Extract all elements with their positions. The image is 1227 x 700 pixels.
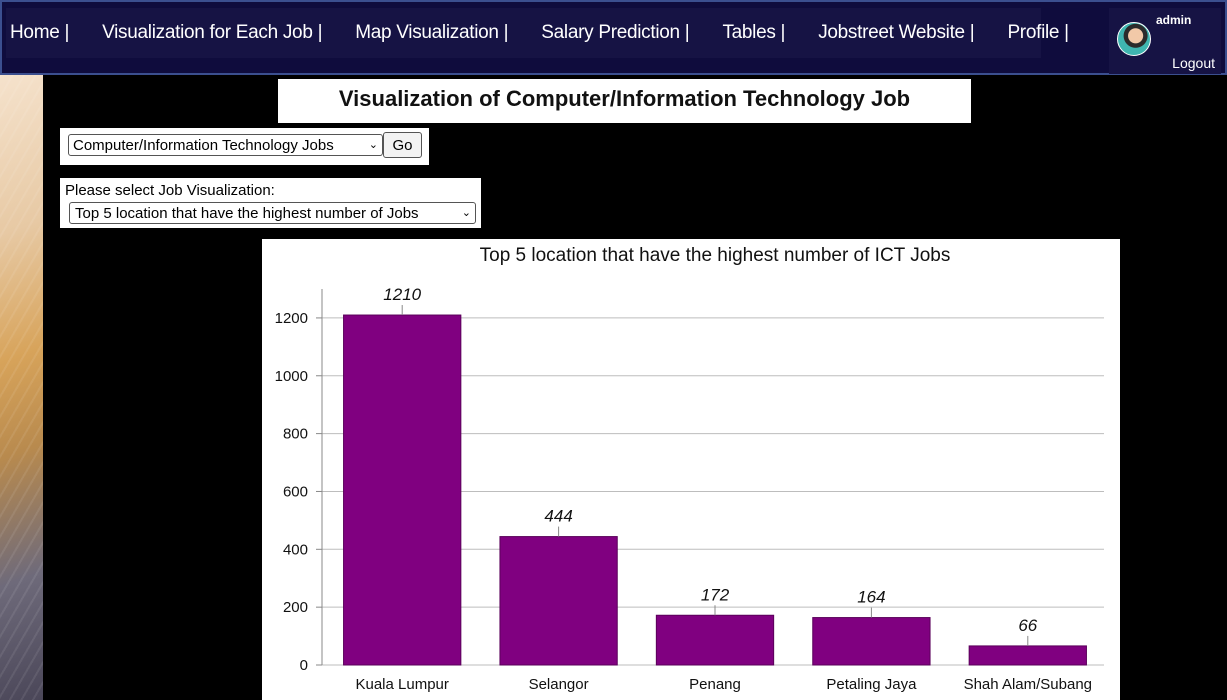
data-label: 164 [857,588,885,607]
chart-panel: Top 5 location that have the highest num… [262,239,1120,700]
y-tick-label: 0 [300,657,308,674]
go-button[interactable]: Go [383,132,422,158]
y-tick-label: 1000 [275,368,308,385]
x-tick-label: Petaling Jaya [826,676,917,693]
y-tick-label: 1200 [275,310,308,327]
chevron-down-icon: ⌄ [368,139,378,151]
bar [812,617,931,666]
chart-title: Top 5 location that have the highest num… [480,245,951,266]
nav-salary-prediction[interactable]: Salary Prediction | [541,22,690,43]
job-category-select[interactable]: Computer/Information Technology Jobs ⌄ [68,134,383,156]
logout-link[interactable]: Logout [1172,55,1215,71]
visualization-prompt: Please select Job Visualization: [65,182,275,199]
chevron-down-icon: ⌄ [461,207,471,219]
bar [655,614,775,666]
y-tick-label: 800 [283,426,308,443]
nav-profile[interactable]: Profile | [1007,22,1069,43]
nav-visualization-each-job[interactable]: Visualization for Each Job | [102,22,323,43]
y-tick-label: 600 [283,483,308,500]
avatar[interactable] [1117,22,1151,56]
username: admin [1156,13,1192,27]
data-label: 172 [701,585,730,604]
bar [499,536,618,666]
x-tick-label: Selangor [529,676,589,693]
top-navbar: Home | Visualization for Each Job | Map … [0,0,1227,75]
visualization-form: Please select Job Visualization: Top 5 l… [60,178,481,228]
data-label: 66 [1018,616,1037,635]
user-panel: admin Logout [1109,8,1221,74]
nav-jobstreet-website[interactable]: Jobstreet Website | [818,22,975,43]
nav-menu: Home | Visualization for Each Job | Map … [6,8,1069,58]
job-category-selected: Computer/Information Technology Jobs [73,136,334,154]
job-category-form: Computer/Information Technology Jobs ⌄ G… [60,128,429,165]
nav-tables[interactable]: Tables | [722,22,786,43]
bar [968,645,1087,666]
data-label: 1210 [383,285,421,304]
page-title: Visualization of Computer/Information Te… [278,79,971,123]
visualization-selected: Top 5 location that have the highest num… [75,204,419,222]
data-label: 444 [544,507,572,526]
x-tick-label: Penang [689,676,741,693]
x-tick-label: Shah Alam/Subang [964,676,1092,693]
x-tick-label: Kuala Lumpur [355,676,448,693]
y-tick-label: 200 [283,599,308,616]
y-tick-label: 400 [283,541,308,558]
background-image [0,75,43,700]
bar-chart: Top 5 location that have the highest num… [275,245,1104,693]
nav-home[interactable]: Home | [10,22,70,43]
visualization-select[interactable]: Top 5 location that have the highest num… [69,202,476,224]
nav-map-visualization[interactable]: Map Visualization | [355,22,509,43]
bar [343,314,462,666]
